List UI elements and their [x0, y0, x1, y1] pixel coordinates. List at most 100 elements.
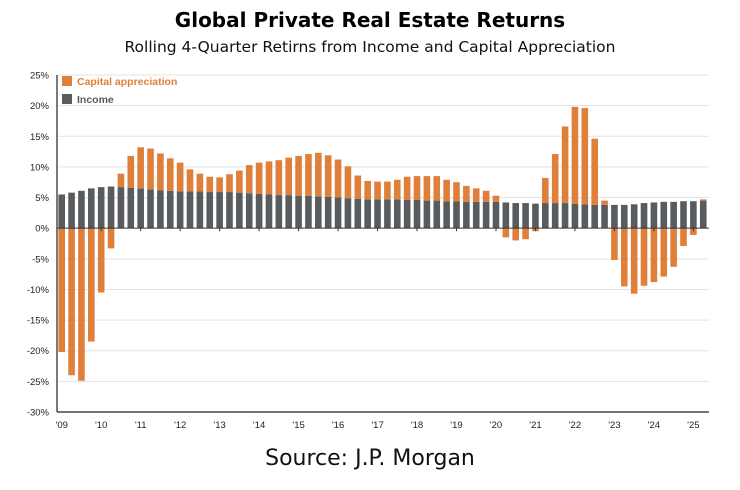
capital-appreciation-bar [561, 126, 569, 204]
y-axis-labels: 25% 20% 15% 10% 5% 0% -5% -10% -15% -20% -25% -30% [27, 71, 50, 419]
capital-appreciation-bar [630, 228, 638, 294]
x-tick-label: '15 [292, 420, 304, 431]
y-tick-label: -30% [27, 408, 50, 419]
income-bar [680, 201, 687, 229]
income-bar [127, 187, 135, 229]
y-tick-label: 20% [30, 101, 50, 112]
capital-appreciation-bar [147, 148, 154, 190]
chart-subtitle: Rolling 4-Quarter Retirns from Income an… [124, 38, 616, 56]
income-bar [364, 199, 371, 229]
income-bar [285, 195, 293, 229]
capital-appreciation-bar [334, 159, 342, 198]
income-bar [216, 192, 223, 229]
income-bar [463, 201, 470, 229]
capital-appreciation-bar [453, 182, 460, 202]
income-bar [601, 204, 608, 229]
income-bar [206, 192, 214, 229]
income-bar [97, 187, 105, 229]
capital-appreciation-bar [393, 179, 401, 200]
capital-appreciation-bar [423, 176, 431, 201]
capital-appreciation-bar [640, 228, 648, 286]
capital-appreciation-bar [226, 174, 233, 193]
income-bar [542, 203, 549, 229]
income-bar [157, 190, 164, 229]
income-bar [532, 203, 539, 229]
x-tick-label: '20 [490, 420, 502, 431]
capital-appreciation-bar [305, 154, 312, 196]
income-bar [670, 201, 677, 229]
capital-appreciation-bar [236, 170, 243, 193]
income-bar [58, 194, 65, 229]
income-bar [660, 201, 668, 229]
income-bar [68, 192, 75, 229]
bars [58, 106, 707, 381]
capital-appreciation-bar [117, 173, 125, 188]
income-bar [78, 190, 85, 229]
capital-appreciation-bar [492, 195, 500, 202]
income-bar [650, 202, 658, 229]
x-tick-label: '09 [56, 420, 68, 431]
income-bar [433, 200, 441, 229]
capital-appreciation-bar [482, 190, 490, 202]
y-tick-label: -5% [32, 254, 49, 265]
income-bar [640, 203, 648, 229]
capital-appreciation-bar [58, 228, 65, 352]
income-bar [611, 204, 618, 229]
axes [56, 75, 709, 413]
x-tick-label: '17 [371, 420, 383, 431]
capital-appreciation-bar [650, 228, 658, 283]
capital-appreciation-bar [690, 228, 697, 235]
income-bar [226, 192, 233, 229]
income-bar [88, 188, 95, 229]
y-tick-label: 5% [35, 193, 49, 204]
x-tick-label: '19 [450, 420, 462, 431]
capital-appreciation-bar [78, 228, 85, 381]
capital-appreciation-bar [542, 177, 549, 204]
chart-title: Global Private Real Estate Returns [174, 8, 566, 32]
income-bar [571, 203, 579, 229]
gridlines [57, 74, 709, 382]
income-bar [137, 188, 144, 229]
capital-appreciation-bar [384, 181, 391, 200]
income-bar [502, 202, 510, 229]
capital-appreciation-bar [295, 155, 302, 196]
income-bar [117, 187, 125, 229]
income-bar [443, 201, 450, 229]
income-bar [374, 199, 381, 229]
income-bar [551, 203, 559, 229]
income-bar [236, 192, 243, 229]
x-tick-label: '18 [411, 420, 423, 431]
income-bar [403, 199, 411, 229]
income-bar [482, 201, 490, 229]
capital-appreciation-bar [680, 228, 687, 246]
capital-appreciation-bar [403, 176, 411, 200]
capital-appreciation-bar [216, 177, 223, 193]
income-bar [255, 193, 263, 229]
income-bar [166, 190, 174, 229]
x-tick-label: '24 [648, 420, 660, 431]
capital-appreciation-bar [157, 153, 164, 191]
income-bar [324, 196, 332, 229]
y-tick-label: -15% [27, 316, 50, 327]
income-bar [196, 191, 204, 229]
capital-appreciation-bar [591, 138, 598, 205]
capital-appreciation-bar [670, 228, 677, 267]
capital-appreciation-bar [186, 169, 194, 192]
capital-appreciation-bar [699, 199, 707, 201]
x-tick-label: '23 [608, 420, 620, 431]
y-tick-label: 15% [30, 132, 50, 143]
capital-appreciation-bar [433, 176, 441, 201]
income-bar [561, 203, 569, 229]
income-bar [315, 196, 322, 229]
capital-appreciation-bar [88, 228, 95, 342]
income-bar [186, 191, 194, 229]
capital-appreciation-bar [522, 228, 529, 240]
income-bar [265, 194, 273, 229]
capital-appreciation-bar [137, 147, 144, 189]
legend-label-income: Income [77, 94, 114, 106]
capital-appreciation-bar [245, 165, 253, 194]
capital-appreciation-bar [413, 176, 421, 200]
x-tick-label: '11 [135, 420, 147, 431]
income-bar [512, 203, 520, 229]
